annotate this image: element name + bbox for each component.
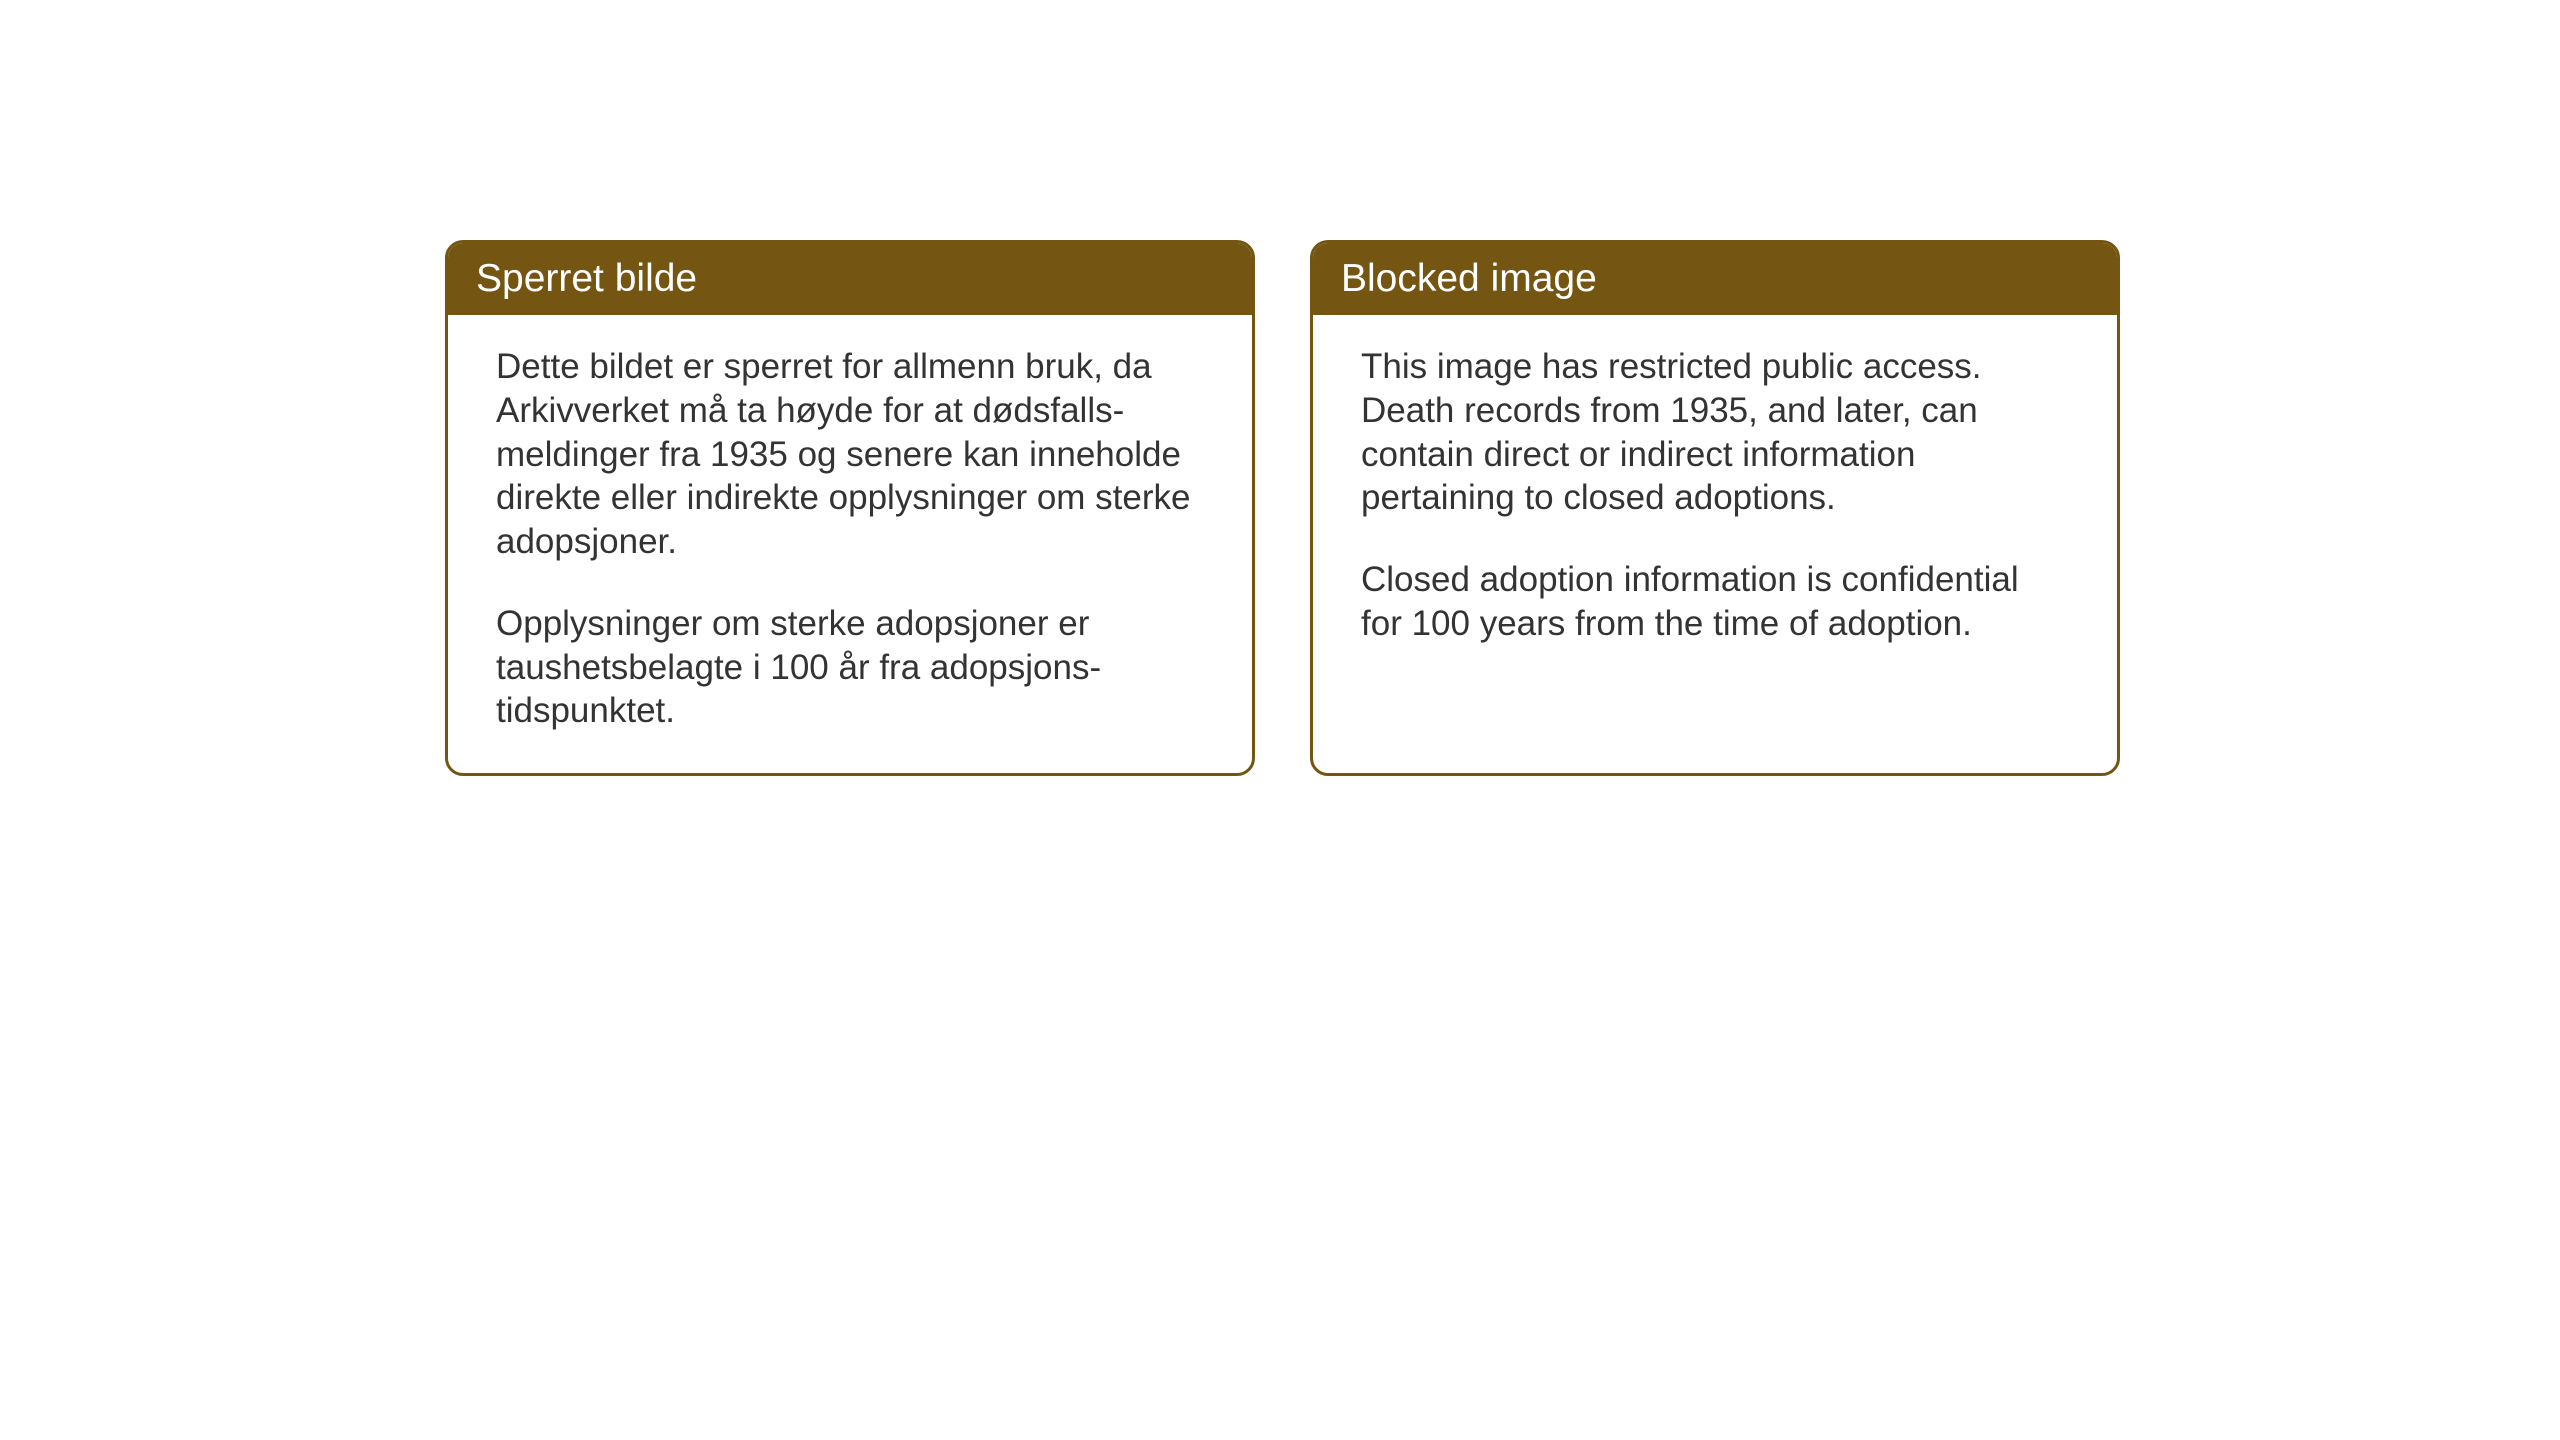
- card-paragraph-norwegian-1: Dette bildet er sperret for allmenn bruk…: [496, 345, 1204, 564]
- card-body-norwegian: Dette bildet er sperret for allmenn bruk…: [448, 315, 1252, 773]
- card-paragraph-english-2: Closed adoption information is confident…: [1361, 558, 2069, 646]
- card-body-english: This image has restricted public access.…: [1313, 315, 2117, 755]
- notice-card-english: Blocked image This image has restricted …: [1310, 240, 2120, 776]
- notice-container: Sperret bilde Dette bildet er sperret fo…: [445, 240, 2120, 776]
- card-title-english: Blocked image: [1341, 257, 1597, 300]
- notice-card-norwegian: Sperret bilde Dette bildet er sperret fo…: [445, 240, 1255, 776]
- card-header-norwegian: Sperret bilde: [448, 243, 1252, 315]
- card-paragraph-english-1: This image has restricted public access.…: [1361, 345, 2069, 520]
- card-paragraph-norwegian-2: Opplysninger om sterke adopsjoner er tau…: [496, 602, 1204, 733]
- card-title-norwegian: Sperret bilde: [476, 257, 697, 300]
- card-header-english: Blocked image: [1313, 243, 2117, 315]
